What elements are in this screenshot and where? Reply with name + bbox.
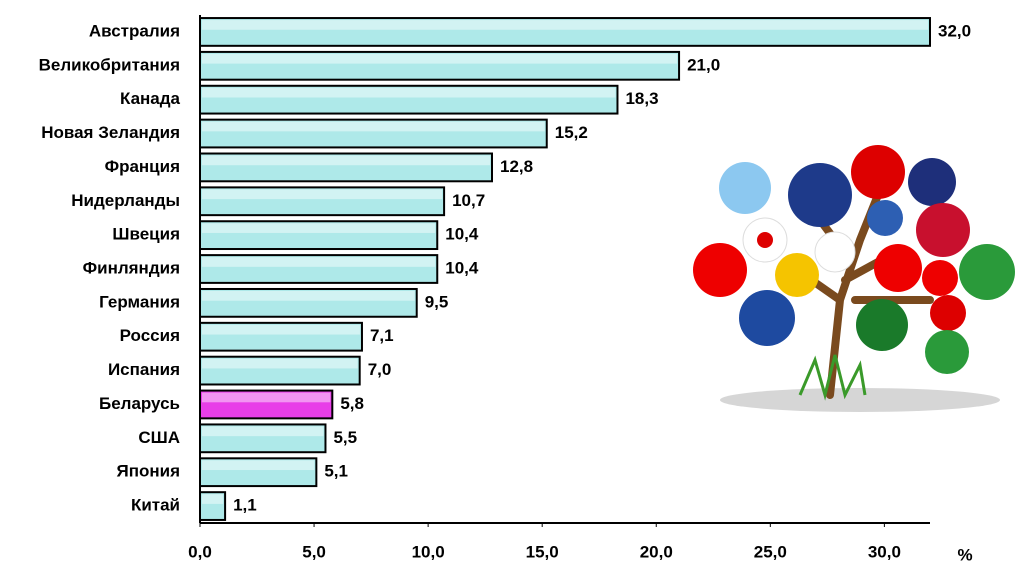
value-label: 1,1 [233,496,257,515]
bar [199,186,446,217]
value-label: 7,0 [368,360,392,379]
bar [199,321,363,352]
bar [199,84,619,115]
bar [199,491,227,521]
flag-tree-decoration [693,145,1015,412]
bar-shine [202,426,324,437]
bar-shine [202,189,443,200]
value-label: 12,8 [500,157,533,176]
bar-shine [202,87,616,98]
x-tick-label: 0,0 [188,542,212,561]
bar [199,457,318,488]
value-label: 21,0 [687,55,720,74]
value-label: 10,7 [452,191,485,210]
bar [199,152,493,183]
x-tick-label: 10,0 [412,542,445,561]
x-tick-label: 20,0 [640,542,673,561]
y-tick-label: Беларусь [99,394,180,413]
bar-shine [202,392,331,403]
bar [199,118,548,149]
y-tick-label: Япония [116,462,180,481]
bar [199,17,931,47]
bar-shine [202,155,490,166]
x-axis-label: % [957,545,972,564]
bar-shine [202,460,315,471]
y-tick-label: Австралия [89,21,180,40]
bar-shine [202,324,360,335]
bar [199,355,361,386]
value-label: 18,3 [625,89,658,108]
y-tick-label: Канада [120,89,181,108]
value-label: 10,4 [445,225,479,244]
y-tick-label: Финляндия [83,258,180,277]
y-tick-label: Нидерланды [71,191,180,210]
y-tick-label: Швеция [112,225,180,244]
bar [199,423,327,454]
bar [199,389,334,420]
bar-shine [202,223,436,233]
bar-shine [202,358,358,369]
y-tick-label: Новая Зеландия [41,123,180,142]
bar-shine [202,121,545,132]
value-label: 9,5 [425,292,449,311]
y-tick-label: Великобритания [39,55,180,74]
bar [199,220,439,251]
value-label: 10,4 [445,258,479,277]
bar-shine [202,20,928,30]
y-tick-label: Германия [99,292,180,311]
value-label: 7,1 [370,326,394,345]
x-tick-label: 25,0 [754,542,787,561]
y-tick-label: США [138,428,180,447]
y-tick-label: Россия [120,326,180,345]
bar [199,50,681,81]
x-tick-label: 15,0 [526,542,559,561]
x-tick-label: 30,0 [868,542,901,561]
value-label: 5,8 [340,394,364,413]
y-tick-label: Китай [131,496,180,515]
bar-shine [202,257,436,267]
bar-shine [202,290,415,301]
bar-shine [202,53,678,64]
y-tick-label: Испания [108,360,180,379]
value-label: 5,5 [333,428,357,447]
y-tick-label: Франция [105,157,180,176]
bar [199,254,439,284]
x-tick-label: 5,0 [302,542,326,561]
value-label: 5,1 [324,462,348,481]
bar-shine [202,494,224,504]
value-label: 32,0 [938,21,971,40]
bar [199,287,418,318]
value-label: 15,2 [555,123,588,142]
